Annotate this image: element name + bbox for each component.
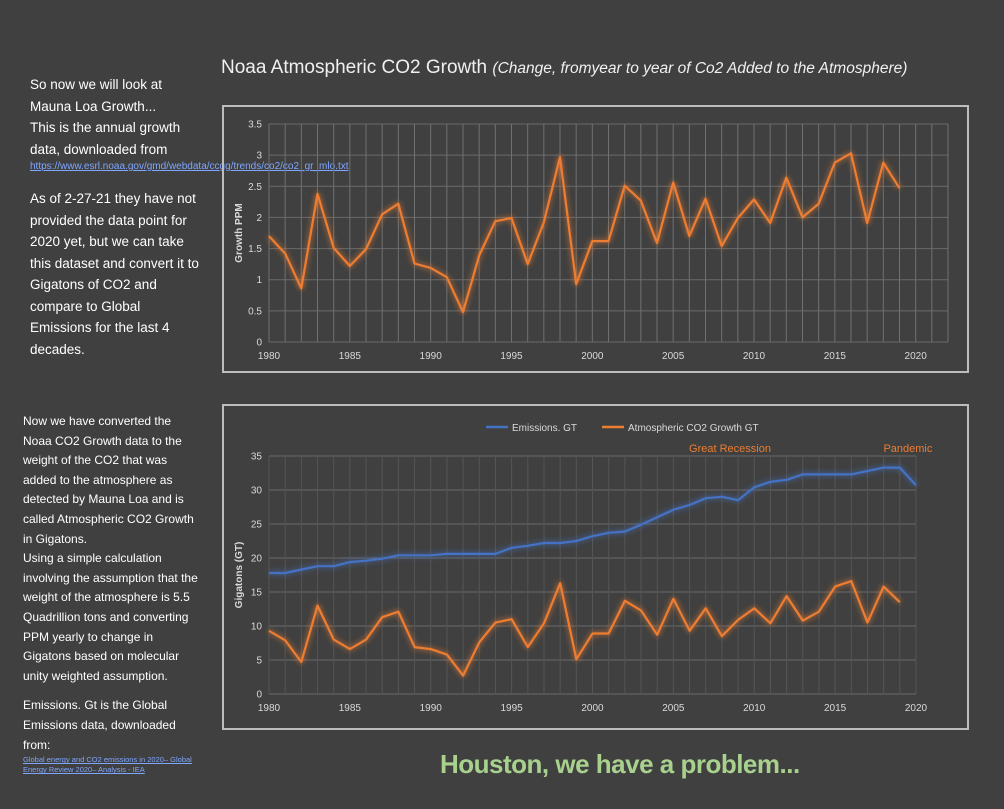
x-tick-label: 2005	[662, 703, 685, 714]
x-tick-label: 2010	[743, 351, 766, 362]
x-tick-label: 2020	[905, 703, 928, 714]
y-tick-label: 1	[256, 275, 262, 286]
intro-paragraph-1: So now we will look at Mauna Loa Growth.…	[30, 77, 163, 114]
y-tick-label: 5	[256, 656, 262, 667]
x-tick-label: 1990	[420, 703, 443, 714]
intro-paragraph-3: As of 2-27-21 they have not provided the…	[30, 191, 199, 357]
y-tick-label: 0	[256, 338, 262, 349]
y-tick-label: 15	[251, 588, 263, 599]
noaa-data-link[interactable]: https://www.esrl.noaa.gov/gmd/webdata/cc…	[30, 161, 349, 172]
page-title: Noaa Atmospheric CO2 Growth (Change, fro…	[221, 57, 907, 79]
y-tick-label: 30	[251, 486, 263, 497]
iea-data-link[interactable]: Global energy and CO2 emissions in 2020–…	[23, 755, 192, 775]
y-axis-label: Gigatons (GT)	[234, 542, 245, 609]
y-tick-label: 35	[251, 452, 263, 463]
y-tick-label: 0	[256, 690, 262, 701]
series-line	[268, 580, 901, 677]
x-tick-label: 2000	[581, 703, 604, 714]
y-tick-label: 2	[256, 213, 262, 224]
page-title-subtitle: (Change, fromyear to year of Co2 Added t…	[492, 60, 908, 77]
footer-headline: Houston, we have a problem...	[440, 749, 800, 779]
y-tick-label: 3	[256, 151, 262, 162]
y-tick-label: 20	[251, 554, 263, 565]
method-paragraph-1: Now we have converted the Noaa CO2 Growt…	[23, 414, 194, 546]
y-tick-label: 0.5	[248, 306, 262, 317]
gigatons-chart: 0 5 10 15 20 25 30 35 1980 1985 1990 1995 2000 2005 20…	[222, 404, 969, 730]
x-tick-label: 1980	[258, 703, 281, 714]
x-tick-label: 1995	[500, 351, 523, 362]
intro-text: So now we will look at Mauna Loa Growth.…	[30, 74, 349, 360]
page-title-main: Noaa Atmospheric CO2 Growth	[221, 57, 488, 78]
y-tick-label: 1.5	[248, 244, 262, 255]
x-tick-label: 2020	[905, 351, 928, 362]
x-tick-label: 1985	[339, 351, 362, 362]
x-tick-label: 2015	[824, 703, 847, 714]
method-text: Now we have converted the Noaa CO2 Growt…	[23, 412, 198, 775]
legend-label: Emissions. GT	[512, 423, 577, 434]
y-tick-label: 10	[251, 622, 263, 633]
method-paragraph-3: Emissions. Gt is the Global Emissions da…	[23, 698, 176, 752]
y-tick-label: 2.5	[248, 182, 262, 193]
series-line	[269, 466, 917, 575]
x-tick-label: 2015	[824, 351, 847, 362]
intro-paragraph-2: This is the annual growth data, download…	[30, 120, 181, 157]
y-tick-label: 25	[251, 520, 263, 531]
growth-ppm-chart: 0 0.5 1 1.5 2 2.5 3 3.5 1980 1985 1990 1995 2000 2005…	[222, 105, 969, 373]
method-paragraph-2: Using a simple calculation involving the…	[23, 551, 198, 683]
x-tick-label: 2000	[581, 351, 604, 362]
x-tick-label: 1990	[420, 351, 443, 362]
series-line	[268, 152, 901, 314]
x-tick-label: 2005	[662, 351, 685, 362]
y-axis-label: Growth PPM	[234, 203, 245, 262]
chart-annotation: Great Recession	[689, 443, 771, 455]
gigatons-chart-svg: 0 5 10 15 20 25 30 35 1980 1985 1990 1995 2000 2005 20…	[234, 423, 933, 714]
chart-annotation: Pandemic	[883, 443, 932, 455]
x-tick-label: 1985	[339, 703, 362, 714]
x-tick-label: 2010	[743, 703, 766, 714]
legend-label: Atmospheric CO2 Growth GT	[628, 423, 759, 434]
y-tick-label: 3.5	[248, 120, 262, 131]
x-tick-label: 1995	[501, 703, 524, 714]
growth-ppm-chart-svg: 0 0.5 1 1.5 2 2.5 3 3.5 1980 1985 1990 1995 2000 2005…	[234, 120, 949, 362]
x-tick-label: 1980	[258, 351, 281, 362]
